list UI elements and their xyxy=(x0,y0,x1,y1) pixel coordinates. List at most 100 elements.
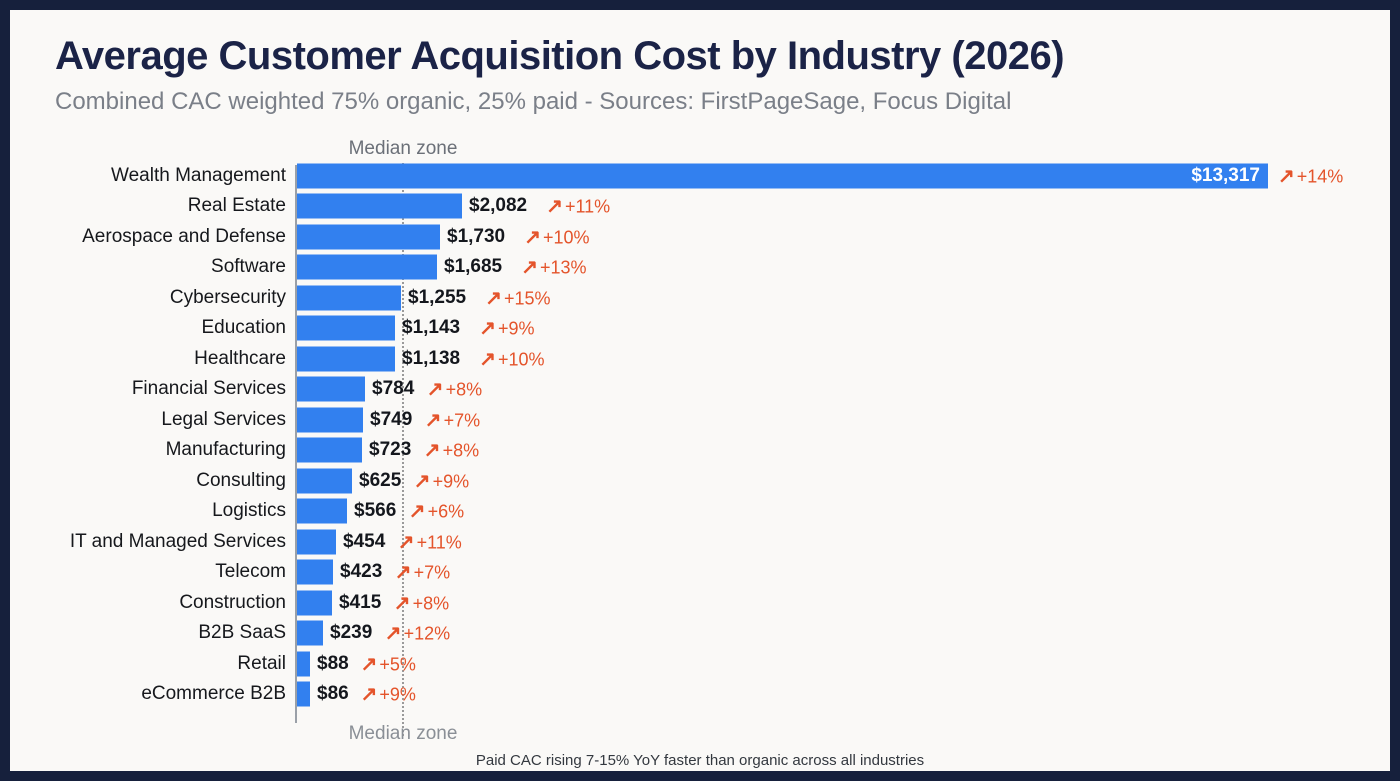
trend-up-arrow-icon: ↗ xyxy=(394,561,412,584)
bar-value-label: $749 xyxy=(370,408,413,430)
bar-category-label: eCommerce B2B xyxy=(141,683,286,704)
bar-category-label: Software xyxy=(211,256,286,277)
yoy-change-label: ↗ +9% xyxy=(414,468,469,493)
yoy-change-label: ↗ +11% xyxy=(398,529,462,554)
yoy-change-value: +6% xyxy=(427,501,465,522)
bar[interactable] xyxy=(297,468,352,493)
bar[interactable] xyxy=(297,498,347,524)
yoy-change-value: +11% xyxy=(416,532,462,552)
bar-row: Real Estate $2,082 ↗ +11% xyxy=(10,191,1390,222)
yoy-change-value: +9% xyxy=(379,684,416,705)
bar-value-label: $239 xyxy=(330,622,373,643)
yoy-change-value: +8% xyxy=(442,440,480,461)
yoy-change-label: ↗ +15% xyxy=(485,285,550,310)
bar-category-label: Retail xyxy=(237,652,286,674)
bar-row: Telecom $423 ↗ +7% xyxy=(10,557,1390,588)
trend-up-arrow-icon: ↗ xyxy=(479,348,496,370)
yoy-change-value: +11% xyxy=(564,196,611,217)
yoy-change-value: +10% xyxy=(542,227,590,247)
bar-row: Software $1,685 ↗ +13% xyxy=(10,252,1390,283)
bar[interactable] xyxy=(297,193,462,219)
bar-category-label: Consulting xyxy=(196,469,286,491)
bar[interactable] xyxy=(297,163,1268,188)
bar-row: Healthcare $1,138 ↗ +10% xyxy=(10,343,1390,374)
trend-up-arrow-icon: ↗ xyxy=(546,195,563,218)
yoy-change-label: ↗ +7% xyxy=(425,407,480,432)
bar[interactable] xyxy=(297,285,401,310)
bar[interactable] xyxy=(297,346,395,371)
yoy-change-value: +15% xyxy=(503,288,551,308)
bar-category-label: Education xyxy=(201,317,286,338)
yoy-change-value: +7% xyxy=(413,562,451,583)
chart-footnote: Paid CAC rising 7-15% YoY faster than or… xyxy=(475,752,925,769)
trend-up-arrow-icon: ↗ xyxy=(521,256,538,279)
bar-value-label: $1,143 xyxy=(402,317,461,338)
yoy-change-value: +13% xyxy=(539,257,587,278)
bar[interactable] xyxy=(297,620,323,646)
bar-row: eCommerce B2B $86 ↗ +9% xyxy=(10,679,1390,710)
bar[interactable] xyxy=(297,376,365,402)
bar[interactable] xyxy=(297,407,363,432)
bar[interactable] xyxy=(297,224,440,249)
page-title: Average Customer Acquisition Cost by Ind… xyxy=(55,34,1065,78)
bar-row: Wealth Management $13,317 ↗ +14% xyxy=(10,160,1390,191)
bar[interactable] xyxy=(297,529,336,554)
bar-category-label: Manufacturing xyxy=(165,439,286,460)
yoy-change-label: ↗ +8% xyxy=(424,438,479,463)
yoy-change-label: ↗ +11% xyxy=(546,194,610,219)
median-zone-label-bottom: Median zone xyxy=(348,723,458,744)
bar-chart-plot: Median zone Median zone Paid CAC rising … xyxy=(10,10,1390,771)
bar-value-label: $1,730 xyxy=(447,225,506,247)
bar-value-label: $784 xyxy=(372,378,415,399)
yoy-change-label: ↗ +6% xyxy=(409,499,464,524)
bar-value-label: $13,317 xyxy=(1191,164,1260,186)
trend-up-arrow-icon: ↗ xyxy=(397,531,415,553)
trend-up-arrow-icon: ↗ xyxy=(413,470,431,492)
bar-row: Logistics $566 ↗ +6% xyxy=(10,496,1390,527)
bar-value-label: $88 xyxy=(317,652,349,674)
bar[interactable] xyxy=(297,315,395,341)
yoy-change-label: ↗ +10% xyxy=(479,346,544,371)
bar-value-label: $423 xyxy=(340,561,383,582)
bar-category-label: Financial Services xyxy=(131,378,286,399)
yoy-change-value: +14% xyxy=(1296,166,1344,186)
bar-value-label: $625 xyxy=(359,469,402,491)
bar-value-label: $2,082 xyxy=(469,195,528,216)
bar-row: Consulting $625 ↗ +9% xyxy=(10,465,1390,496)
bar-value-label: $1,255 xyxy=(408,286,467,308)
bar-row: Retail $88 ↗ +5% xyxy=(10,648,1390,679)
bar-value-label: $86 xyxy=(317,683,349,704)
bar-row: Aerospace and Defense $1,730 ↗ +10% xyxy=(10,221,1390,252)
trend-up-arrow-icon: ↗ xyxy=(424,409,442,431)
yoy-change-label: ↗ +13% xyxy=(521,255,586,280)
trend-up-arrow-icon: ↗ xyxy=(426,378,444,401)
yoy-change-value: +10% xyxy=(497,349,545,369)
bar-row: Cybersecurity $1,255 ↗ +15% xyxy=(10,282,1390,313)
bar[interactable] xyxy=(297,651,310,676)
trend-up-arrow-icon: ↗ xyxy=(1278,165,1295,187)
trend-up-arrow-icon: ↗ xyxy=(408,500,426,523)
trend-up-arrow-icon: ↗ xyxy=(393,592,411,614)
trend-up-arrow-icon: ↗ xyxy=(360,653,378,675)
yoy-change-label: ↗ +10% xyxy=(524,224,589,249)
bar-row: Construction $415 ↗ +8% xyxy=(10,587,1390,618)
bar-category-label: IT and Managed Services xyxy=(69,530,286,552)
yoy-change-label: ↗ +7% xyxy=(395,560,450,585)
yoy-change-label: ↗ +8% xyxy=(394,590,449,615)
bar[interactable] xyxy=(297,559,333,585)
trend-up-arrow-icon: ↗ xyxy=(485,287,502,309)
bar-value-label: $723 xyxy=(369,439,412,460)
trend-up-arrow-icon: ↗ xyxy=(423,439,441,462)
bar[interactable] xyxy=(297,681,310,707)
bar-row: Education $1,143 ↗ +9% xyxy=(10,313,1390,344)
bar-value-label: $1,138 xyxy=(402,347,461,369)
bar-value-label: $566 xyxy=(354,500,397,521)
bar[interactable] xyxy=(297,254,437,280)
bar-value-label: $415 xyxy=(339,591,382,613)
bar[interactable] xyxy=(297,590,332,615)
bar[interactable] xyxy=(297,437,362,463)
bar-category-label: Construction xyxy=(179,591,286,613)
bar-category-label: B2B SaaS xyxy=(198,622,286,643)
chart-frame: Average Customer Acquisition Cost by Ind… xyxy=(10,10,1390,771)
yoy-change-label: ↗ +9% xyxy=(361,682,416,707)
